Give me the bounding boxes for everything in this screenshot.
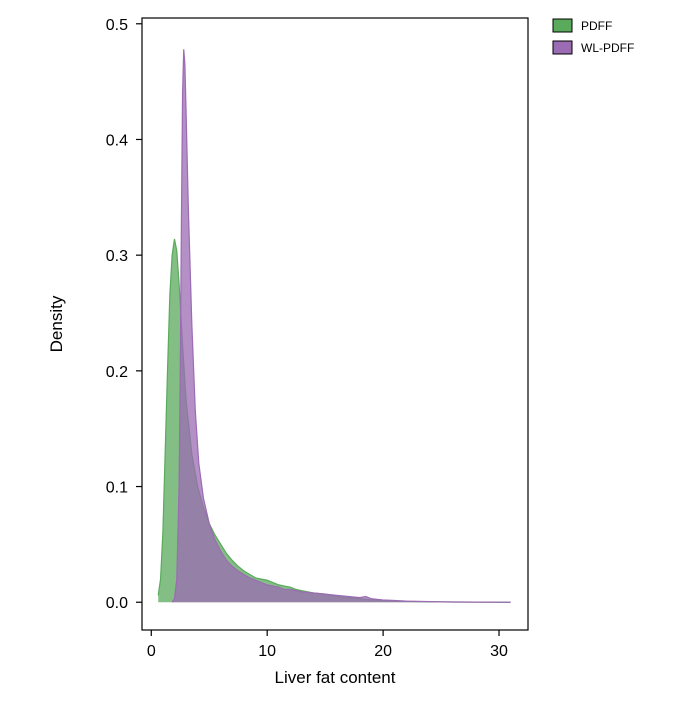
- y-tick-label: 0.3: [106, 248, 128, 265]
- line-wl-pdff: [171, 49, 511, 603]
- legend-label-pdff: PDFF: [581, 19, 612, 33]
- y-tick-label: 0.1: [106, 480, 128, 497]
- y-tick-label: 0.0: [106, 595, 128, 612]
- y-tick-label: 0.4: [106, 132, 128, 149]
- x-axis: 0 10 20 30: [147, 630, 508, 660]
- area-wl-pdff: [172, 49, 511, 603]
- legend-swatch-pdff: [552, 18, 573, 33]
- legend-label-wl-pdff: WL-PDFF: [581, 41, 634, 55]
- x-tick-label: 10: [258, 643, 276, 660]
- y-tick-label: 0.5: [106, 17, 128, 34]
- y-axis-label: Density: [47, 295, 66, 352]
- legend: PDFF WL-PDFF: [552, 18, 634, 55]
- plot-frame: [141, 17, 529, 631]
- y-tick-label: 0.2: [106, 364, 128, 381]
- x-tick-label: 0: [147, 643, 156, 660]
- legend-swatch-wl-pdff: [552, 40, 573, 55]
- x-axis-label: Liver fat content: [275, 668, 396, 687]
- x-tick-label: 20: [374, 643, 392, 660]
- x-tick-label: 30: [490, 643, 508, 660]
- series-areas: [157, 49, 511, 603]
- y-axis: 0.0 0.1 0.2 0.3 0.4 0.5: [106, 17, 142, 612]
